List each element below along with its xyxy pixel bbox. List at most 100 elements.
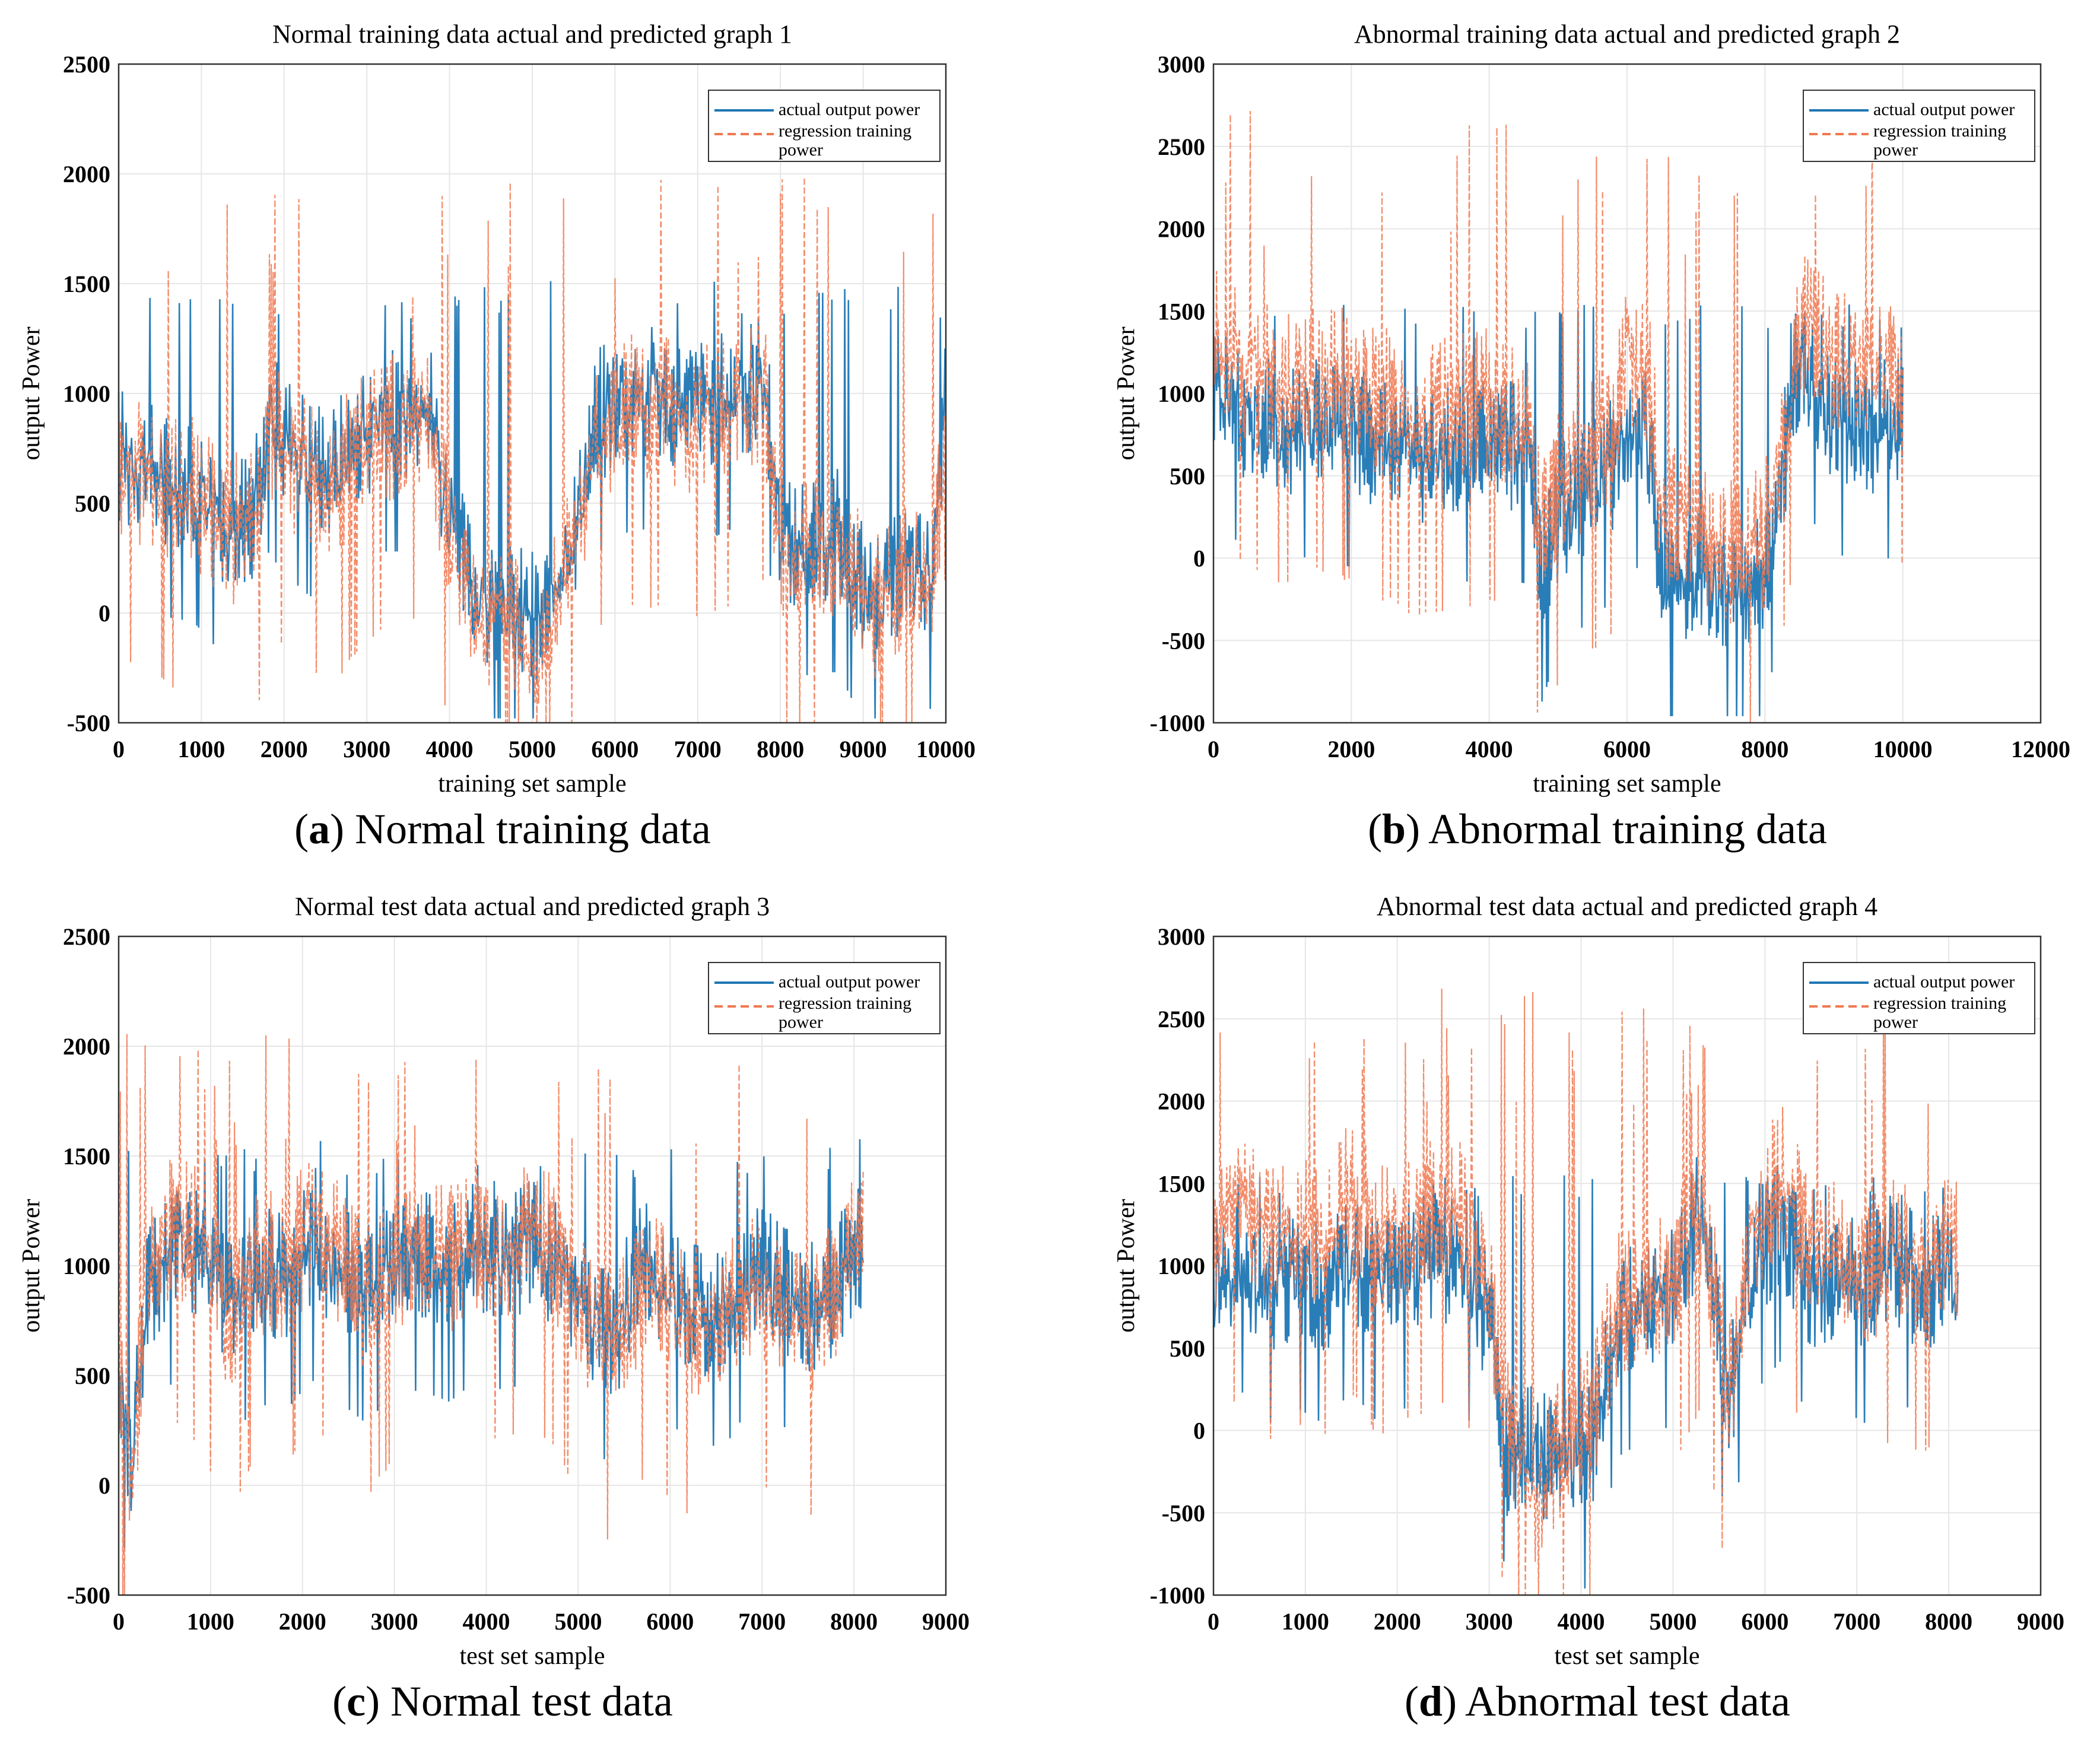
chart-c: 0 1000 2000 3000 4000 5000 6000 7000 8000 9000-50… — [18, 892, 970, 1670]
x-tick-label: 4000 — [463, 1608, 510, 1635]
x-tick-label: 8000 — [1925, 1608, 1972, 1635]
y-tick-label: 3000 — [1158, 51, 1205, 78]
x-tick-label: 7000 — [674, 736, 722, 763]
y-tick-label: 0 — [99, 600, 110, 627]
y-tick-label: -500 — [1162, 627, 1205, 654]
legend-box — [708, 90, 941, 162]
y-axis-label: output Power — [18, 1199, 45, 1332]
x-tick-label: 9000 — [2017, 1608, 2064, 1635]
x-tick-label: 5000 — [554, 1608, 602, 1635]
x-tick-label: 6000 — [1603, 736, 1651, 763]
x-axis-label: test set sample — [1555, 1643, 1700, 1670]
x-tick-label: 3000 — [371, 1608, 418, 1635]
legend-label-actual: actual output power — [1873, 972, 2015, 992]
legend-label-actual: actual output power — [779, 100, 920, 119]
panel-b: 0 2000 4000 6000 8000 10000 12000 -1000 -500 0 500… — [1095, 0, 2100, 853]
x-tick-label: 1000 — [177, 736, 225, 763]
x-tick-label: 0 — [113, 736, 125, 763]
y-tick-label: 3000 — [1158, 923, 1205, 950]
x-tick-label: 7000 — [1833, 1608, 1880, 1635]
legend-box — [1803, 90, 2035, 162]
panel-a: 0 1000 2000 3000 4000 5000 6000 7000 8000 9000 100… — [0, 0, 1005, 853]
y-tick-label: -500 — [1162, 1500, 1205, 1526]
x-tick-label: 6000 — [1741, 1608, 1788, 1635]
chart-title: Normal training data actual and predicte… — [272, 20, 792, 49]
y-tick-label: 2000 — [1158, 216, 1205, 243]
chart-title: Abnormal training data actual and predic… — [1354, 20, 1900, 49]
y-axis-label: output Power — [1113, 1199, 1140, 1332]
y-axis-label: output Power — [18, 326, 45, 460]
x-tick-label: 9000 — [922, 1608, 970, 1635]
x-tick-label: 8000 — [830, 1608, 878, 1635]
y-tick-label: 1000 — [1158, 1253, 1205, 1279]
y-tick-label: 1500 — [1158, 1170, 1205, 1197]
x-tick-label: 8000 — [1741, 736, 1788, 763]
y-tick-label: 2500 — [63, 51, 110, 78]
panel-c: 0 1000 2000 3000 4000 5000 6000 7000 8000 9000 -50… — [0, 872, 1005, 1725]
x-tick-label: 2000 — [260, 736, 308, 763]
y-tick-label: 1000 — [1158, 380, 1205, 407]
chart-title: Normal test data actual and predicted gr… — [295, 892, 770, 921]
legend-box — [1803, 962, 2035, 1034]
y-tick-label: 2500 — [63, 923, 110, 950]
y-tick-label: -500 — [67, 710, 110, 736]
caption-c: (c) Normal test data — [332, 1678, 673, 1725]
axes-box — [1212, 935, 2042, 1596]
x-tick-label: 1000 — [1282, 1608, 1329, 1635]
y-tick-label: 500 — [75, 490, 110, 517]
y-tick-label: 500 — [1170, 1335, 1205, 1362]
caption-d: (d) Abnormal test data — [1405, 1678, 1790, 1725]
x-tick-label: 3000 — [1466, 1608, 1513, 1635]
y-tick-label: 500 — [1170, 463, 1205, 490]
legend-label-predicted-cont: power — [779, 140, 823, 160]
legend-label-predicted-cont: power — [1873, 140, 1918, 160]
x-axis-label: training set sample — [1533, 770, 1721, 798]
x-tick-label: 8000 — [757, 736, 804, 763]
x-tick-label: 0 — [1208, 1608, 1219, 1635]
series-predicted-line — [1212, 989, 1959, 1596]
y-tick-label: 2500 — [1158, 134, 1205, 160]
series-predicted-line — [1212, 104, 1904, 723]
x-tick-label: 0 — [1208, 736, 1219, 763]
x-tick-label: 4000 — [1558, 1608, 1605, 1635]
y-tick-label: 2000 — [1158, 1088, 1205, 1115]
x-tick-label: 2000 — [279, 1608, 326, 1635]
legend-label-predicted: regression training — [1873, 121, 2006, 141]
y-tick-label: 2000 — [63, 161, 110, 188]
series-predicted-line — [117, 1034, 864, 1596]
x-tick-label: 6000 — [646, 1608, 694, 1635]
x-tick-label: 4000 — [426, 736, 474, 763]
y-axis-label: output Power — [1113, 326, 1140, 460]
chart-title: Abnormal test data actual and predicted … — [1377, 892, 1877, 921]
legend-label-actual: actual output power — [1873, 100, 2015, 119]
legend-label-actual: actual output power — [779, 972, 920, 992]
y-tick-label: 1000 — [63, 1253, 110, 1279]
x-tick-label: 2000 — [1374, 1608, 1421, 1635]
y-tick-label: 2000 — [63, 1033, 110, 1060]
x-tick-label: 7000 — [738, 1608, 786, 1635]
y-tick-label: 1500 — [63, 1143, 110, 1170]
x-axis-label: test set sample — [460, 1643, 605, 1670]
y-tick-label: 500 — [75, 1362, 110, 1389]
legend-box — [708, 962, 941, 1034]
y-tick-label: 1500 — [63, 271, 110, 297]
series-actual-line — [117, 1139, 864, 1549]
legend-label-predicted: regression training — [779, 121, 911, 141]
chart-a: 0 1000 2000 3000 4000 5000 6000 7000 8000 9000 100… — [18, 20, 976, 798]
y-tick-label: 1500 — [1158, 298, 1205, 325]
x-tick-label: 0 — [113, 1608, 125, 1635]
legend-label-predicted-cont: power — [1873, 1012, 1918, 1032]
axes-box — [117, 63, 947, 724]
x-tick-label: 12000 — [2011, 736, 2070, 763]
x-tick-label: 6000 — [591, 736, 638, 763]
x-tick-label: 5000 — [509, 736, 556, 763]
x-tick-label: 10000 — [1873, 736, 1933, 763]
caption-b: (b) Abnormal training data — [1368, 805, 1827, 853]
chart-d: 0 1000 2000 3000 4000 5000 6000 7000 8000 9000-10… — [1113, 892, 2064, 1670]
axes-box — [117, 935, 947, 1596]
series-predicted-line — [117, 177, 947, 723]
x-tick-label: 10000 — [916, 736, 976, 763]
series-actual-line — [117, 281, 946, 719]
x-tick-label: 5000 — [1649, 1608, 1696, 1635]
chart-b: 0 2000 4000 6000 8000 10000 12000 -1000 -500 0 500… — [1113, 20, 2070, 798]
